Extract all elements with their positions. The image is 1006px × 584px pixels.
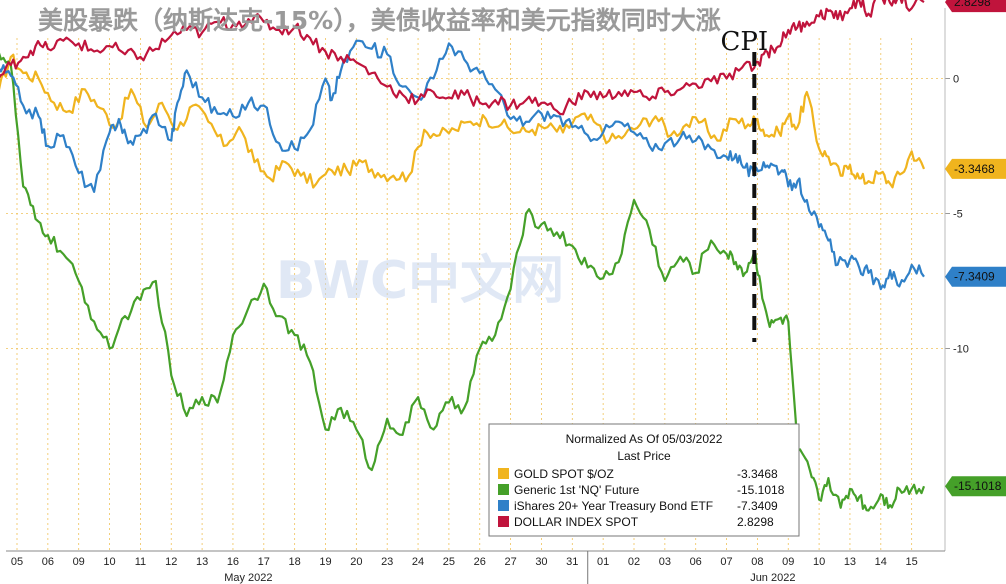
legend-items: GOLD SPOT $/OZ -3.3468 Generic 1st 'NQ' Fu… xyxy=(498,467,785,529)
series-lines xyxy=(0,0,926,512)
x-tick-label: 06 xyxy=(690,556,702,568)
x-tick-label: 10 xyxy=(813,556,825,568)
x-tick-label: 01 xyxy=(597,556,609,568)
legend-name-3: DOLLAR INDEX SPOT xyxy=(514,515,639,529)
x-tick-label: 31 xyxy=(566,556,578,568)
cpi-annotation: CPI xyxy=(720,27,768,57)
legend-box xyxy=(488,423,800,537)
legend: Normalized As Of 05/03/2022 Last Price G… xyxy=(488,423,800,537)
legend-swatch-3 xyxy=(498,516,509,527)
x-tick-label: 18 xyxy=(289,556,301,568)
x-tick-label: 19 xyxy=(319,556,331,568)
legend-value-3: 2.8298 xyxy=(737,515,774,529)
x-month-label: Jun 2022 xyxy=(750,572,795,584)
watermark: BWC中文网 xyxy=(276,251,564,311)
x-tick-label: 09 xyxy=(73,556,85,568)
x-tick-label: 27 xyxy=(504,556,516,568)
x-tick-label: 09 xyxy=(782,556,794,568)
series-line-3 xyxy=(0,0,925,116)
legend-name-1: Generic 1st 'NQ' Future xyxy=(514,483,640,497)
last-value-tag-1 xyxy=(945,476,1006,497)
last-value-tag-0 xyxy=(945,158,1006,179)
legend-header: Normalized As Of 05/03/2022 xyxy=(566,432,723,446)
x-tick-label: 26 xyxy=(474,556,486,568)
last-value-tag-3 xyxy=(945,0,1006,13)
x-tick-label: 15 xyxy=(906,556,918,568)
x-tick-label: 10 xyxy=(103,556,115,568)
y-tick-label: -10 xyxy=(953,344,969,356)
x-tick-label: 02 xyxy=(628,556,640,568)
x-tick-label: 11 xyxy=(135,556,146,568)
last-value-label-1: -15.1018 xyxy=(954,479,1002,493)
legend-swatch-2 xyxy=(498,500,509,511)
legend-swatch-1 xyxy=(498,484,509,495)
last-value-tag-2 xyxy=(945,266,1006,287)
last-value-labels: -3.3468 -15.1018 -7.3409 2.8298 xyxy=(945,0,1006,497)
x-tick-label: 07 xyxy=(720,556,732,568)
legend-value-0: -3.3468 xyxy=(737,467,778,481)
x-tick-label: 30 xyxy=(535,556,547,568)
x-tick-label: 14 xyxy=(875,556,887,568)
legend-value-2: -7.3409 xyxy=(737,499,778,513)
legend-value-1: -15.1018 xyxy=(737,483,785,497)
x-tick-label: 23 xyxy=(381,556,393,568)
chart-title: 美股暴跌（纳斯达克-15%），美债收益率和美元指数同时大涨 xyxy=(38,6,721,35)
x-tick-label: 17 xyxy=(258,556,270,568)
x-tick-label: 20 xyxy=(350,556,362,568)
x-month-label: May 2022 xyxy=(224,572,272,584)
x-tick-label: 12 xyxy=(165,556,177,568)
x-tick-label: 08 xyxy=(751,556,763,568)
last-value-label-3: 2.8298 xyxy=(954,0,991,9)
x-tick-label: 06 xyxy=(42,556,54,568)
x-tick-label: 13 xyxy=(196,556,208,568)
series-line-0 xyxy=(0,53,926,189)
legend-name-2: iShares 20+ Year Treasury Bond ETF xyxy=(514,499,713,513)
y-tick-label: 0 xyxy=(953,74,959,86)
legend-subheader: Last Price xyxy=(617,449,671,463)
legend-swatch-0 xyxy=(498,468,509,479)
x-tick-label: 25 xyxy=(443,556,455,568)
last-value-label-0: -3.3468 xyxy=(954,162,995,176)
x-tick-label: 24 xyxy=(412,556,424,568)
x-tick-label: 13 xyxy=(844,556,856,568)
last-value-label-2: -7.3409 xyxy=(954,270,995,284)
series-line-2 xyxy=(0,39,925,291)
x-tick-label: 05 xyxy=(11,556,23,568)
legend-name-0: GOLD SPOT $/OZ xyxy=(514,467,614,481)
x-tick-label: 03 xyxy=(659,556,671,568)
x-tick-label: 16 xyxy=(227,556,239,568)
series-line-1 xyxy=(0,52,926,512)
y-tick-label: -5 xyxy=(953,209,963,221)
axes: 0 -5 -10 05 06 09 10 11 12 13 16 17 18 19 20 23 24 25 26 27… xyxy=(6,8,969,584)
